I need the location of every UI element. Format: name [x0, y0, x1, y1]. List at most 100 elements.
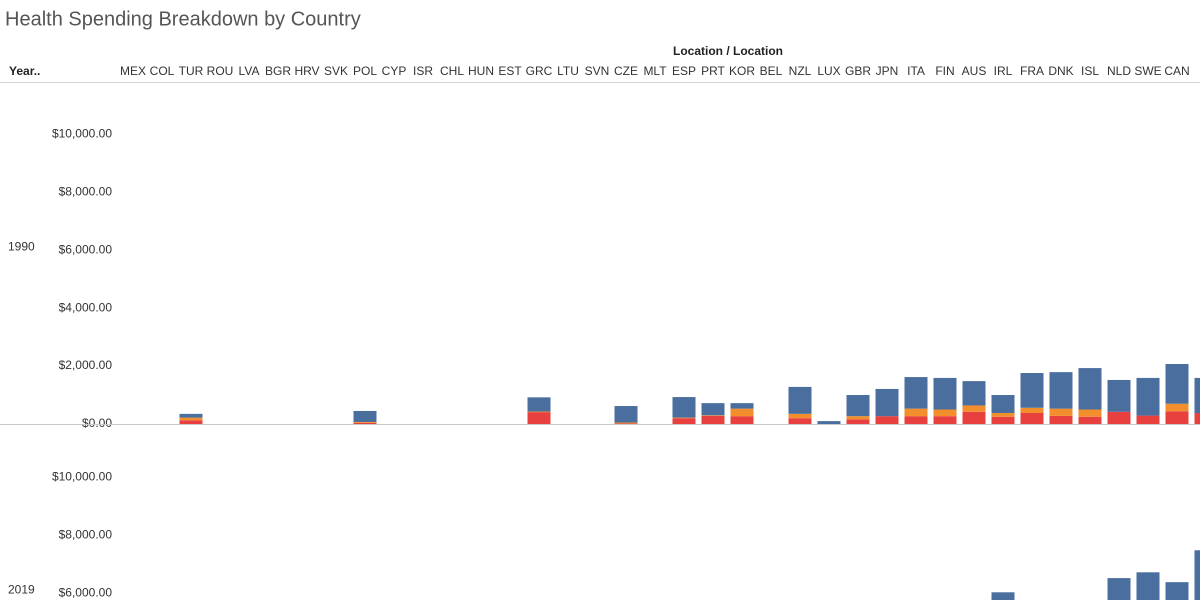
bar-segment	[701, 403, 725, 416]
x-tick-label: IRL	[994, 64, 1013, 78]
x-tick-label: COL	[150, 64, 175, 78]
bar-segment	[179, 420, 203, 424]
x-tick-label: HRV	[294, 64, 319, 78]
x-tick-label: GBR	[845, 64, 871, 78]
bar-segment	[962, 381, 986, 406]
bar-segment	[991, 395, 1015, 413]
x-tick-label: CHL	[440, 64, 464, 78]
bar-segment	[730, 408, 754, 417]
x-tick-label: FRA	[1020, 64, 1044, 78]
row-label: 2019	[8, 583, 35, 597]
bar-segment	[933, 409, 957, 417]
bar-segment	[933, 377, 957, 410]
y-tick-label: $8,000.00	[59, 527, 113, 541]
bar-segment	[1020, 407, 1044, 413]
bar-segment	[904, 408, 928, 417]
x-tick-label: ITA	[907, 64, 925, 78]
x-tick-label: SWE	[1134, 64, 1161, 78]
column-header: Location / Location	[673, 44, 783, 58]
bar-segment	[846, 419, 870, 424]
x-tick-label: NLD	[1107, 64, 1131, 78]
bar-segment	[1049, 415, 1073, 424]
bar-segment	[1194, 550, 1200, 600]
bar-segment	[904, 377, 928, 409]
bar-segment	[962, 405, 986, 412]
bar-segment	[701, 415, 725, 424]
bar-segment	[1194, 412, 1200, 424]
bar-segment	[788, 418, 812, 424]
x-tick-label: SVN	[585, 64, 610, 78]
x-tick-label: PRT	[701, 64, 725, 78]
bar-segment	[846, 416, 870, 420]
x-tick-label: ISR	[413, 64, 433, 78]
x-tick-label: KOR	[729, 64, 755, 78]
bar-segment	[875, 388, 899, 417]
bar-segment	[614, 422, 638, 424]
y-tick-label: $10,000.00	[52, 126, 112, 140]
x-tick-label: EST	[498, 64, 522, 78]
y-tick-label: $6,000.00	[59, 585, 113, 599]
bar-segment	[1078, 368, 1102, 410]
bar-segment	[1165, 582, 1189, 600]
bar-segment	[672, 418, 696, 424]
bar-segment	[527, 397, 551, 412]
y-tick-label: $4,000.00	[59, 300, 113, 314]
x-tick-label: SVK	[324, 64, 348, 78]
bar-segment	[1107, 411, 1131, 424]
x-tick-label: LVA	[239, 64, 260, 78]
bar-segment	[527, 411, 551, 413]
bar-segment	[1107, 379, 1131, 412]
x-tick-label: ISL	[1081, 64, 1099, 78]
bar-segment	[353, 421, 377, 423]
x-tick-label: AUS	[962, 64, 987, 78]
bar-segment	[846, 395, 870, 417]
bar-segment	[1049, 372, 1073, 409]
bar-segment	[817, 421, 841, 424]
bar-segment	[353, 422, 377, 424]
row-label: 1990	[8, 240, 35, 254]
x-tick-label: ESP	[672, 64, 696, 78]
x-tick-label: TUR	[179, 64, 204, 78]
x-tick-label: BEL	[760, 64, 783, 78]
x-tick-label: BGR	[265, 64, 291, 78]
bar-segment	[1136, 572, 1160, 600]
bar-segment	[1020, 373, 1044, 408]
bar-segment	[991, 416, 1015, 424]
bar-segment	[1136, 377, 1160, 416]
x-tick-label: FIN	[935, 64, 954, 78]
x-tick-label: LTU	[557, 64, 579, 78]
x-tick-label: CZE	[614, 64, 638, 78]
x-tick-label: ROU	[207, 64, 234, 78]
x-tick-label: GRC	[526, 64, 553, 78]
bar-segment	[1194, 377, 1200, 413]
bar-segment	[1165, 364, 1189, 404]
bar-segment	[730, 416, 754, 424]
bar-segment	[179, 413, 203, 418]
bar-segment	[991, 412, 1015, 417]
bar-segment	[1078, 409, 1102, 417]
bar-segment	[1078, 416, 1102, 424]
bar-segment	[701, 415, 725, 416]
bar-segment	[672, 417, 696, 419]
bar-segment	[1165, 411, 1189, 424]
bar-segment	[933, 416, 957, 424]
row-header: Year..	[9, 64, 40, 78]
bar-segment	[730, 403, 754, 409]
bar-segment	[614, 406, 638, 423]
x-tick-label: MLT	[643, 64, 667, 78]
x-tick-label: LUX	[817, 64, 840, 78]
bar-segment	[788, 386, 812, 414]
y-tick-label: $6,000.00	[59, 242, 113, 256]
y-tick-label: $0.00	[82, 416, 112, 430]
x-tick-label: DNK	[1048, 64, 1073, 78]
x-tick-label: POL	[353, 64, 377, 78]
x-tick-label: NZL	[789, 64, 812, 78]
bar-segment	[962, 411, 986, 424]
bar-segment	[991, 592, 1015, 600]
bar-segment	[527, 412, 551, 424]
bar-segment	[353, 410, 377, 422]
x-tick-label: HUN	[468, 64, 494, 78]
y-tick-label: $2,000.00	[59, 358, 113, 372]
